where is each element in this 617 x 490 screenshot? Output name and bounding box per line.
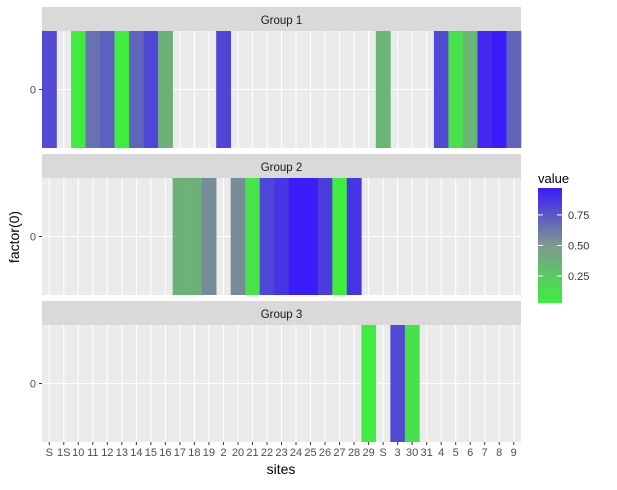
facet-strip-label: Group 2	[261, 162, 303, 174]
x-tick-label: 21	[246, 447, 258, 459]
heat-cell	[462, 31, 478, 148]
y-tick-label: 0	[30, 379, 36, 391]
legend: value 0.25 0.50 0.75	[538, 171, 589, 303]
legend-tick-label: 0.50	[568, 241, 589, 253]
x-tick-label: 25	[304, 447, 316, 459]
x-tick-label: 1S	[57, 447, 70, 459]
heat-cell	[390, 325, 406, 442]
legend-tick-label: 0.75	[568, 210, 589, 222]
heat-cell	[143, 31, 159, 148]
heat-cell	[259, 178, 275, 295]
x-tick-label: 7	[482, 447, 488, 459]
x-tick-label: 6	[467, 447, 473, 459]
facet-strip	[42, 7, 521, 31]
x-tick-label: 15	[145, 447, 157, 459]
facet-panel-2: Group 2 0	[30, 154, 521, 295]
facet-panels: Group 1 0 Group 2 0 Group 3 0	[30, 7, 522, 442]
x-tick-label: 18	[188, 447, 200, 459]
heat-cell	[303, 178, 319, 295]
x-tick-label: 24	[290, 447, 302, 459]
heat-cell	[187, 178, 202, 295]
x-axis-title: sites	[267, 461, 296, 477]
facet-strip	[42, 301, 521, 325]
x-tick-label: 5	[453, 447, 459, 459]
legend-tick-label: 0.25	[568, 271, 589, 283]
x-tick-label: 27	[333, 447, 345, 459]
x-tick-label: 20	[232, 447, 244, 459]
heat-cell	[100, 31, 115, 148]
heat-cell	[245, 178, 261, 295]
x-tick-label: 9	[511, 447, 517, 459]
heat-cell	[114, 31, 130, 148]
facet-panel-3: Group 3 0	[30, 301, 521, 442]
heat-cell	[375, 31, 391, 148]
heat-cell	[71, 31, 86, 148]
x-tick-label: 14	[130, 447, 142, 459]
x-tick-label: 16	[159, 447, 171, 459]
x-tick-label: 11	[87, 447, 98, 459]
facet-strip-label: Group 1	[261, 15, 303, 27]
x-tick-label: 13	[116, 447, 128, 459]
heat-cell	[317, 178, 333, 295]
legend-title: value	[538, 171, 569, 186]
heat-cell	[288, 178, 304, 295]
x-tick-label: 22	[261, 447, 273, 459]
facet-strip-label: Group 3	[261, 309, 303, 321]
heat-cell	[332, 178, 348, 295]
heat-cell	[448, 31, 464, 148]
x-tick-label: 26	[319, 447, 331, 459]
y-tick-label: 0	[30, 85, 36, 97]
x-tick-label: 31	[421, 447, 433, 459]
x-tick-label: 28	[348, 447, 360, 459]
heat-cell	[42, 31, 57, 148]
heat-cell	[404, 325, 420, 442]
x-tick-label: S	[46, 447, 53, 459]
heat-cell	[433, 31, 449, 148]
heat-cell	[346, 178, 362, 295]
heat-cell	[216, 31, 231, 148]
heat-cell	[158, 31, 173, 148]
facet-strip	[42, 154, 521, 178]
x-tick-label: 29	[362, 447, 374, 459]
x-tick-label: 30	[406, 447, 418, 459]
x-tick-label: 19	[203, 447, 215, 459]
heat-cell	[201, 178, 217, 295]
x-tick-label: 4	[438, 447, 444, 459]
x-tick-label: S	[379, 447, 386, 459]
y-axis-title: factor(0)	[6, 211, 22, 263]
x-tick-label: 10	[72, 447, 84, 459]
heat-cell	[172, 178, 188, 295]
x-tick-label: 3	[395, 447, 401, 459]
heat-cell	[274, 178, 290, 295]
facet-panel-1: Group 1 0	[30, 7, 522, 148]
heat-cell	[230, 178, 246, 295]
heat-cell	[477, 31, 493, 148]
heat-cell	[491, 31, 507, 148]
x-tick-label: 8	[496, 447, 502, 459]
x-tick-label: 12	[101, 447, 113, 459]
y-tick-label: 0	[30, 232, 36, 244]
heat-cell	[129, 31, 144, 148]
heat-cell	[506, 31, 522, 148]
x-tick-label: 23	[275, 447, 287, 459]
heat-cell	[85, 31, 101, 148]
x-axis-ticks: S 1S 10 11 12 13 14 15 16 17 18 19 2 20 21 22 23 24 25 26 27…	[46, 442, 517, 459]
x-tick-label: 17	[174, 447, 186, 459]
x-tick-label: 2	[220, 447, 226, 459]
heat-cell	[361, 325, 377, 442]
